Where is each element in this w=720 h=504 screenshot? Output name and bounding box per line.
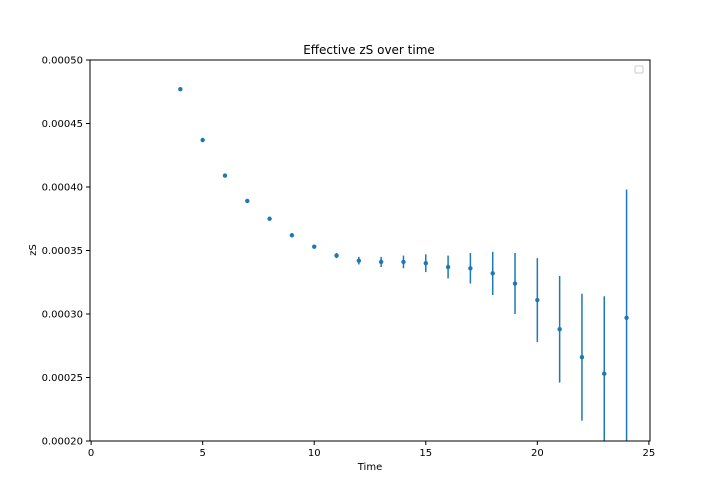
x-tick-label: 5 [199, 448, 205, 459]
data-point [423, 261, 428, 266]
x-tick-label: 15 [419, 448, 432, 459]
x-tick-label: 20 [531, 448, 544, 459]
y-tick-label: 0.00040 [42, 183, 83, 194]
data-point [378, 259, 384, 265]
data-point [401, 259, 406, 265]
data-point [445, 264, 451, 270]
y-tick-label: 0.00030 [42, 310, 83, 321]
data-point [602, 371, 607, 376]
plot-area [178, 87, 629, 441]
y-axis: 0.00020 0.00025 0.00030 0.00035 0.00040 0.000… [42, 56, 90, 448]
x-axis-label: Time [357, 462, 382, 473]
y-tick-label: 0.00045 [42, 119, 83, 130]
data-point [222, 173, 228, 178]
legend-box [634, 65, 644, 74]
data-point [289, 233, 295, 238]
axes-frame [89, 59, 651, 442]
y-tick-label: 0.00020 [42, 437, 83, 448]
y-tick-label: 0.00025 [42, 373, 83, 384]
data-point [490, 271, 495, 276]
y-tick-label: 0.00050 [42, 56, 83, 67]
y-axis-label: zS [28, 244, 39, 256]
data-point [624, 315, 629, 321]
data-point [312, 244, 317, 249]
data-point [178, 87, 183, 92]
x-tick-label: 10 [308, 448, 321, 459]
x-tick-label: 25 [643, 448, 656, 459]
data-point [334, 253, 339, 258]
data-point [356, 258, 362, 263]
data-point [535, 297, 540, 303]
data-point [245, 198, 250, 204]
chart-title: Effective zS over time [303, 43, 435, 57]
y-tick-label: 0.00035 [42, 246, 83, 257]
x-tick-label: 0 [88, 448, 94, 459]
data-point [468, 266, 473, 271]
data-point [200, 137, 205, 143]
data-point [512, 281, 518, 286]
data-point [557, 327, 562, 332]
x-axis: 0 5 10 15 20 25 [88, 441, 655, 459]
data-point [579, 354, 585, 360]
data-point [267, 216, 272, 221]
